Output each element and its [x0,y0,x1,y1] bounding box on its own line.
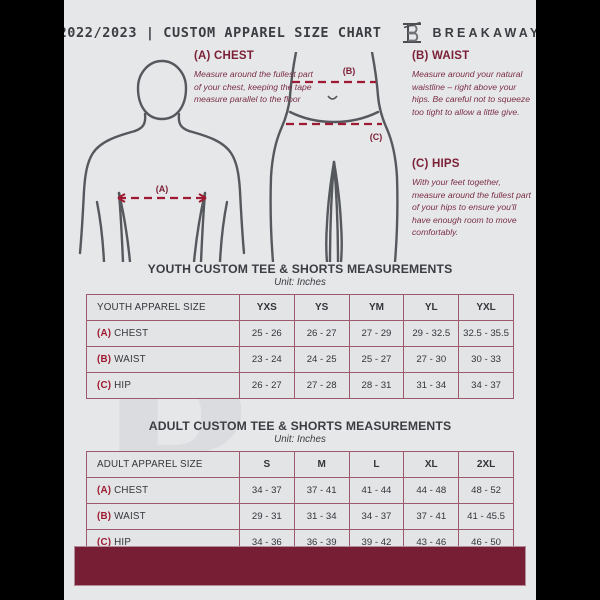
table-cell: 48 - 52 [458,477,514,504]
column-header: YM [348,294,405,321]
row-label: (A) CHEST [86,477,240,504]
table-cell: 26 - 27 [293,320,350,347]
table-row: (B) WAIST 29 - 31 31 - 34 34 - 37 37 - 4… [86,503,514,530]
column-header: YXS [238,294,295,321]
table-cell: 23 - 24 [238,346,295,373]
waist-heading: (B) WAIST [412,50,470,62]
row-label: (A) CHEST [86,320,240,347]
table-cell: 41 - 45.5 [458,503,514,530]
youth-title: YOUTH CUSTOM TEE & SHORTS MEASUREMENTS [147,262,453,276]
row-tag: (C) [97,380,112,391]
chest-heading: (A) CHEST [194,50,254,62]
waist-instruction-block: (B) WAIST Measure around your natural wa… [412,50,532,118]
hip-marker-label: (C) [370,132,383,142]
youth-row-header: YOUTH APPAREL SIZE [86,294,240,321]
column-header: 2XL [458,451,514,478]
table-cell: 30 - 33 [458,346,514,373]
table-row: (A) CHEST 25 - 26 26 - 27 27 - 29 29 - 3… [86,320,514,347]
table-cell: 27 - 30 [403,346,460,373]
size-chart-page: B 2022/2023 | CUSTOM APPAREL SIZE CHART … [64,0,536,600]
hips-description: With your feet together, measure around … [412,177,531,238]
chest-marker-label: (A) [156,184,169,194]
breakaway-b-monogram-icon [402,21,421,44]
table-cell: 24 - 25 [293,346,350,373]
column-header: YXL [458,294,514,321]
row-tag: (C) [97,537,112,548]
row-name: HIP [114,537,132,548]
row-name: CHEST [114,328,149,339]
upper-body-figure-icon: (A) [78,59,246,262]
column-header: L [348,451,405,478]
measurement-diagram: (A) (B) (C) (A) C [64,50,536,262]
adult-section: ADULT CUSTOM TEE & SHORTS MEASUREMENTS U… [86,419,514,556]
row-name: HIP [114,380,132,391]
hips-heading: (C) HIPS [412,158,460,170]
brand-name: BREAKAWAY [432,26,536,40]
table-cell: 31 - 34 [293,503,350,530]
footer-bar [74,546,526,586]
adult-title: ADULT CUSTOM TEE & SHORTS MEASUREMENTS [148,419,452,433]
column-header: YL [403,294,460,321]
table-cell: 26 - 27 [238,372,295,399]
table-cell: 41 - 44 [348,477,405,504]
chest-description: Measure around the fullest part of your … [194,69,313,105]
table-cell: 25 - 26 [238,320,295,347]
table-cell: 32.5 - 35.5 [458,320,514,347]
row-tag: (B) [97,511,112,522]
row-tag: (A) [97,485,112,496]
row-tag: (B) [97,354,112,365]
table-cell: 37 - 41 [403,503,460,530]
adult-row-header: ADULT APPAREL SIZE [86,451,240,478]
adult-size-table: ADULT APPAREL SIZE S M L XL 2XL (A) CHES… [86,451,514,556]
row-tag: (A) [97,328,112,339]
table-cell: 44 - 48 [403,477,460,504]
page-header: 2022/2023 | CUSTOM APPAREL SIZE CHART BR… [64,0,536,46]
navel-icon [327,95,338,100]
hips-instruction-block: (C) HIPS With your feet together, measur… [412,158,532,239]
column-header: XL [403,451,460,478]
table-cell: 27 - 29 [348,320,405,347]
table-header-row: ADULT APPAREL SIZE S M L XL 2XL [86,451,514,478]
waist-marker-label: (B) [343,66,356,76]
table-cell: 29 - 31 [238,503,295,530]
table-row: (B) WAIST 23 - 24 24 - 25 25 - 27 27 - 3… [86,346,514,373]
row-label: (B) WAIST [86,346,240,373]
row-name: WAIST [114,354,146,365]
youth-unit: Unit: Inches [274,277,326,288]
lower-body-figure-icon: (B) (C) [269,52,399,262]
youth-size-table: YOUTH APPAREL SIZE YXS YS YM YL YXL (A) … [86,294,514,399]
table-row: (C) HIP 26 - 27 27 - 28 28 - 31 31 - 34 … [86,372,514,399]
table-cell: 28 - 31 [348,372,405,399]
table-cell: 34 - 37 [458,372,514,399]
column-header: YS [293,294,350,321]
table-cell: 37 - 41 [293,477,350,504]
table-cell: 29 - 32.5 [403,320,460,347]
table-cell: 34 - 37 [348,503,405,530]
waist-description: Measure around your natural waistline – … [412,69,531,117]
column-header: S [238,451,295,478]
table-cell: 27 - 28 [293,372,350,399]
page-title: 2022/2023 | CUSTOM APPAREL SIZE CHART [64,25,382,41]
brand-logo: BREAKAWAY [400,20,536,46]
adult-unit: Unit: Inches [274,434,326,445]
row-label: (B) WAIST [86,503,240,530]
row-label: (C) HIP [86,372,240,399]
table-row: (A) CHEST 34 - 37 37 - 41 41 - 44 44 - 4… [86,477,514,504]
youth-section: YOUTH CUSTOM TEE & SHORTS MEASUREMENTS U… [86,262,514,399]
row-name: WAIST [114,511,146,522]
table-cell: 31 - 34 [403,372,460,399]
table-cell: 25 - 27 [348,346,405,373]
chest-instruction-block: (A) CHEST Measure around the fullest par… [194,50,314,106]
column-header: M [293,451,350,478]
row-name: CHEST [114,485,149,496]
table-cell: 34 - 37 [238,477,295,504]
table-header-row: YOUTH APPAREL SIZE YXS YS YM YL YXL [86,294,514,321]
